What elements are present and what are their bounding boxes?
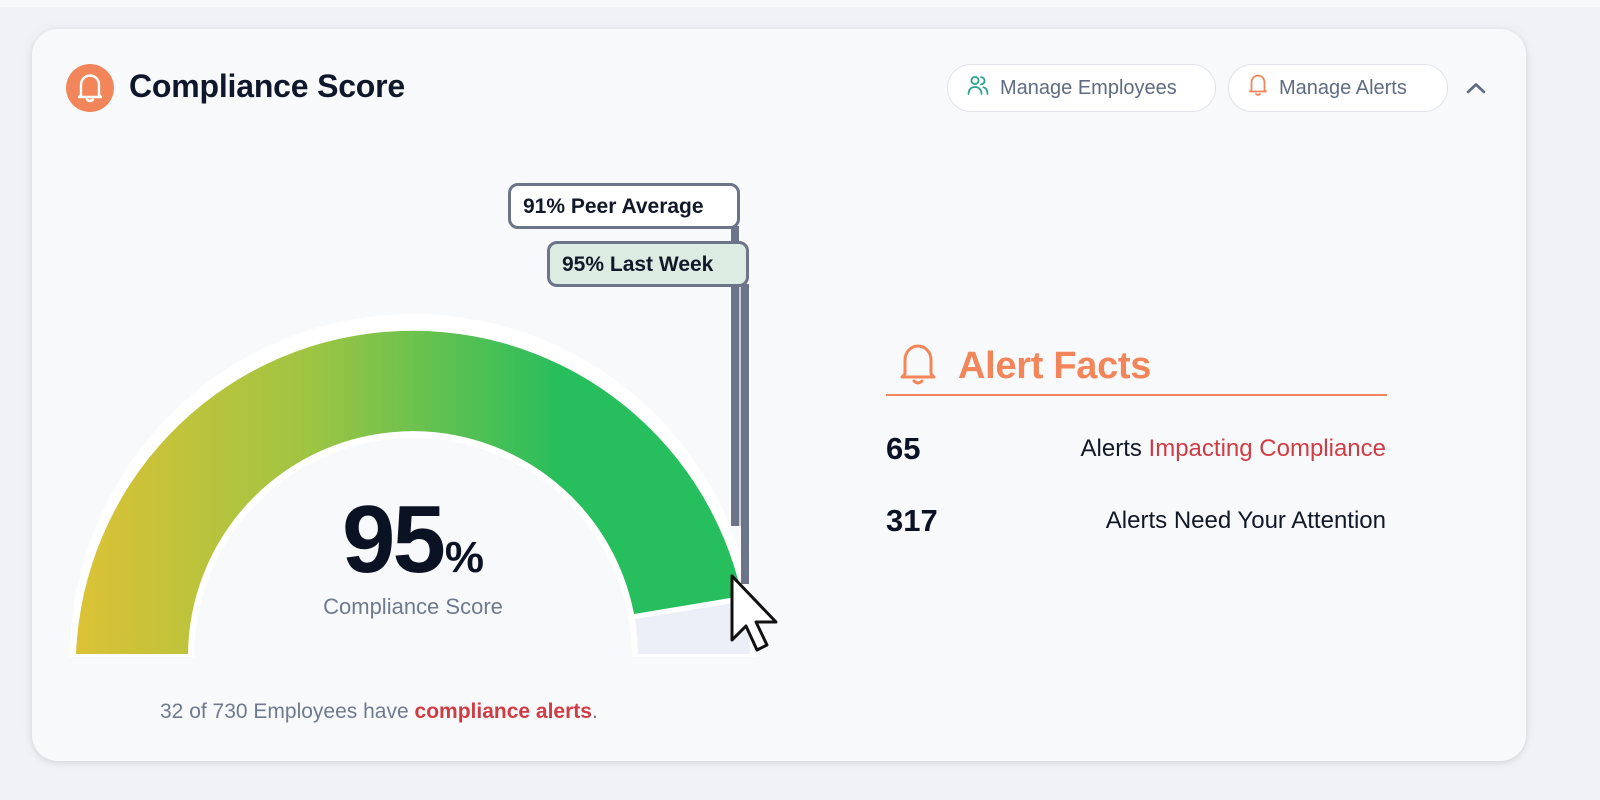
impacting-compliance-text: Impacting Compliance <box>1148 435 1386 462</box>
bell-icon <box>896 341 940 392</box>
bell-icon <box>66 64 114 112</box>
score-value: 95% <box>300 490 526 590</box>
collapse-button[interactable] <box>1462 74 1490 102</box>
top-strip <box>0 0 1600 7</box>
score-label: Compliance Score <box>323 594 503 619</box>
alert-description: Alerts Impacting Compliance <box>1080 435 1386 462</box>
last-week-label: 95% Last Week <box>547 241 749 287</box>
manage-alerts-button[interactable]: Manage Alerts <box>1228 64 1448 112</box>
card-title: Compliance Score <box>129 68 406 104</box>
employees-footnote: 32 of 730 Employees have compliance aler… <box>160 700 598 724</box>
alert-facts-title: Alert Facts <box>958 344 1152 387</box>
alert-facts-header: Alert Facts <box>886 338 1387 396</box>
chevron-up-icon <box>1466 83 1486 94</box>
alert-fact-row[interactable]: 317 Alerts Need Your Attention <box>886 501 1386 541</box>
peer-average-marker-line <box>731 226 739 526</box>
manage-employees-label: Manage Employees <box>1000 76 1177 99</box>
peer-average-label: 91% Peer Average <box>508 183 740 229</box>
alert-count: 317 <box>886 503 938 538</box>
alert-count: 65 <box>886 431 921 466</box>
gauge-remainder <box>635 601 751 654</box>
last-week-marker-line <box>741 284 749 584</box>
alert-fact-row[interactable]: 65 Alerts Impacting Compliance <box>886 429 1386 469</box>
bell-icon <box>1247 73 1269 103</box>
gauge-fill <box>76 330 742 654</box>
mouse-cursor-icon <box>730 574 778 652</box>
manage-alerts-label: Manage Alerts <box>1279 76 1407 99</box>
compliance-alerts-link[interactable]: compliance alerts <box>414 700 592 723</box>
alert-description: Alerts Need Your Attention <box>1105 507 1386 534</box>
score-unit: % <box>444 533 484 582</box>
manage-employees-button[interactable]: Manage Employees <box>947 64 1216 112</box>
score-number: 95 <box>342 486 446 593</box>
users-icon <box>966 73 990 103</box>
footnote-prefix: 32 of 730 Employees have <box>160 700 415 723</box>
footnote-suffix: . <box>591 700 598 723</box>
